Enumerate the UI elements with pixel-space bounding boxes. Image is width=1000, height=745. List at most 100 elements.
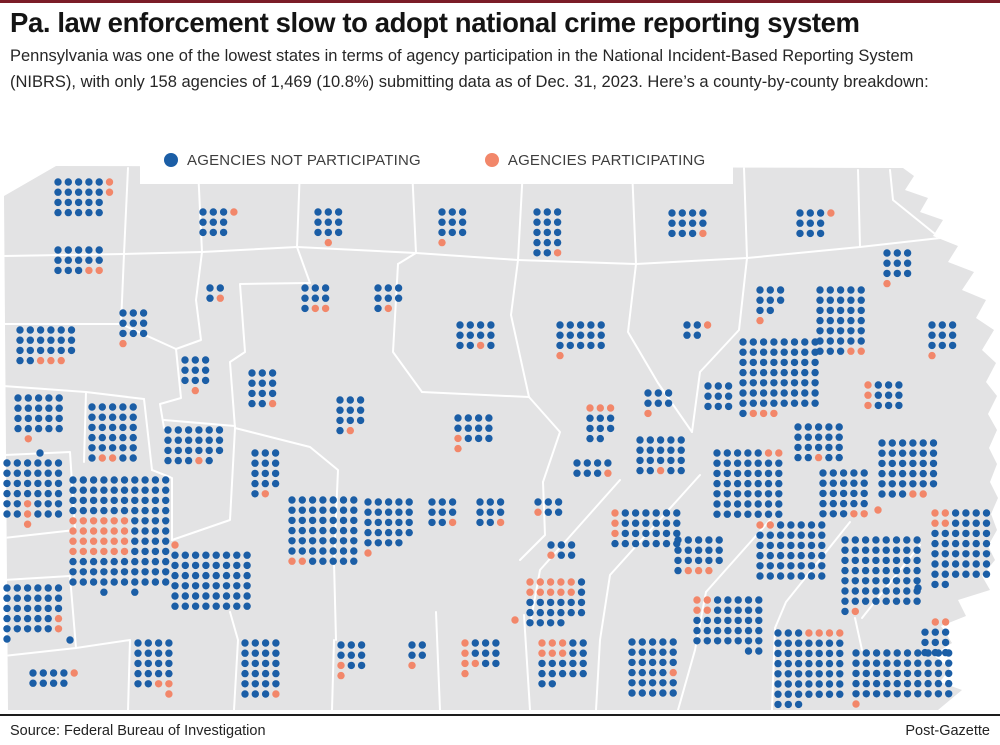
- agency-dot-not-participating: [23, 594, 32, 602]
- agency-dot-not-participating: [816, 306, 824, 315]
- agency-dot-not-participating: [466, 331, 474, 339]
- agency-dot-not-participating: [251, 680, 259, 688]
- agency-dot-not-participating: [151, 486, 160, 494]
- agency-dot-not-participating: [3, 635, 11, 643]
- agency-dot-not-participating: [931, 529, 939, 538]
- agency-dot-not-participating: [85, 256, 93, 264]
- agency-dot-not-participating: [557, 598, 565, 607]
- agency-dot-participating: [764, 449, 773, 457]
- agency-dot-not-participating: [374, 508, 382, 516]
- agency-dot-not-participating: [852, 679, 860, 688]
- agency-dot-participating: [656, 466, 665, 475]
- agency-dot-not-participating: [636, 466, 644, 475]
- agency-dot-not-participating: [129, 423, 137, 432]
- agency-dot-not-participating: [89, 568, 98, 576]
- agency-dot-not-participating: [744, 449, 752, 457]
- agency-dot-not-participating: [903, 536, 911, 544]
- agency-dot-not-participating: [119, 403, 127, 411]
- agency-dot-participating: [693, 596, 701, 604]
- agency-dot-not-participating: [801, 348, 809, 356]
- agency-dot-not-participating: [171, 571, 179, 580]
- agency-dot-participating: [100, 547, 108, 556]
- agency-dot-participating: [448, 518, 457, 527]
- agency-dot-not-participating: [787, 551, 795, 560]
- agency-dot-not-participating: [775, 500, 783, 508]
- agency-dot-not-participating: [268, 369, 277, 377]
- agency-dot-not-participating: [924, 669, 932, 678]
- agency-dot-not-participating: [251, 479, 259, 488]
- agency-dot-not-participating: [201, 356, 210, 364]
- agency-dot-not-participating: [807, 551, 816, 560]
- agency-dot-not-participating: [811, 358, 819, 367]
- agency-dot-not-participating: [857, 286, 865, 294]
- agency-dot-not-participating: [120, 568, 129, 576]
- agency-dot-not-participating: [119, 454, 127, 462]
- agency-dot-not-participating: [816, 229, 825, 238]
- agency-dot-not-participating: [205, 456, 213, 465]
- agency-dot-not-participating: [756, 286, 764, 294]
- agency-dot-not-participating: [89, 557, 98, 566]
- agency-dot-not-participating: [131, 496, 139, 505]
- agency-dot-not-participating: [872, 669, 881, 678]
- agency-dot-not-participating: [154, 649, 163, 657]
- agency-dot-not-participating: [579, 659, 587, 668]
- agency-dot-not-participating: [45, 404, 53, 412]
- agency-dot-not-participating: [428, 508, 436, 516]
- agency-dot-not-participating: [98, 413, 107, 421]
- agency-dot-not-participating: [804, 423, 812, 431]
- agency-dot-not-participating: [334, 218, 343, 226]
- agency-dot-not-participating: [251, 490, 259, 498]
- agency-dot-not-participating: [538, 680, 546, 688]
- agency-dot-not-participating: [931, 628, 939, 636]
- agency-dot-not-participating: [883, 669, 891, 678]
- agency-dot-not-participating: [119, 444, 127, 452]
- agency-dot-participating: [57, 356, 65, 365]
- agency-dot-not-participating: [174, 456, 182, 465]
- agency-dot-not-participating: [131, 547, 139, 556]
- agency-dot-not-participating: [164, 426, 172, 434]
- agency-dot-not-participating: [621, 519, 629, 527]
- agency-dot-not-participating: [356, 396, 365, 404]
- agency-dot-not-participating: [836, 347, 845, 355]
- agency-dot-not-participating: [951, 570, 960, 578]
- agency-dot-not-participating: [815, 659, 823, 668]
- agency-dot-not-participating: [815, 670, 823, 678]
- agency-dot-not-participating: [734, 596, 742, 604]
- agency-dot-not-participating: [775, 469, 783, 478]
- agency-dot-not-participating: [181, 366, 189, 374]
- agency-dot-not-participating: [982, 509, 991, 517]
- agency-dot-participating: [47, 356, 55, 365]
- agency-dot-not-participating: [464, 414, 472, 422]
- agency-dot-not-participating: [807, 541, 816, 550]
- agency-dot-not-participating: [26, 336, 34, 344]
- agency-dot-not-participating: [3, 584, 11, 592]
- agency-dot-not-participating: [547, 541, 555, 549]
- agency-dot-not-participating: [713, 469, 721, 478]
- agency-dot-not-participating: [874, 381, 882, 389]
- agency-dot-not-participating: [54, 188, 62, 196]
- agency-dot-not-participating: [131, 588, 139, 596]
- agency-dot-participating: [461, 639, 469, 647]
- agency-dot-not-participating: [780, 368, 788, 377]
- agency-dot-not-participating: [734, 637, 742, 645]
- agency-dot-not-participating: [667, 456, 675, 465]
- agency-dot-not-participating: [723, 490, 731, 498]
- agency-dot-not-participating: [749, 368, 757, 377]
- agency-dot-not-participating: [174, 436, 182, 444]
- agency-dot-not-participating: [384, 539, 393, 547]
- agency-dot-not-participating: [66, 636, 74, 644]
- agency-dot-not-participating: [883, 269, 891, 278]
- agency-dot-not-participating: [804, 443, 812, 452]
- agency-dot-participating: [931, 509, 939, 517]
- agency-dot-not-participating: [857, 327, 865, 335]
- agency-dot-not-participating: [119, 433, 127, 442]
- agency-dot-not-participating: [195, 436, 203, 444]
- agency-dot-not-participating: [818, 551, 826, 560]
- agency-dot-not-participating: [23, 479, 32, 488]
- agency-dot-participating: [770, 409, 778, 418]
- agency-dot-not-participating: [566, 321, 574, 329]
- agency-dot-not-participating: [243, 561, 251, 570]
- agency-dot-not-participating: [825, 639, 834, 647]
- agency-dot-not-participating: [796, 209, 804, 217]
- agency-dot-not-participating: [835, 423, 843, 431]
